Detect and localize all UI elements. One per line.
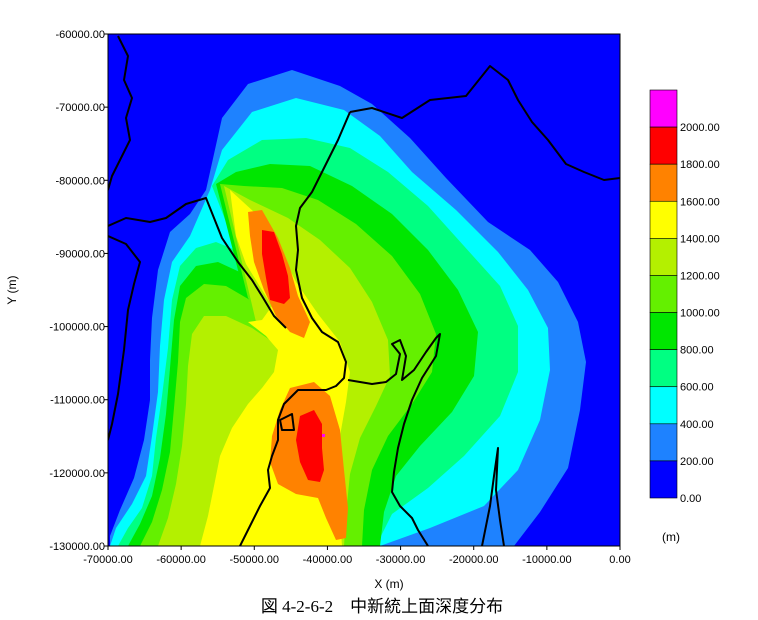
legend-label: 1800.00	[680, 159, 720, 171]
x-tick-label: -70000.00	[83, 554, 133, 566]
y-axis-label: Y (m)	[5, 275, 19, 304]
plot-frame	[107, 33, 621, 547]
boundary-south-peninsula	[481, 447, 505, 546]
y-tick-label: -70000.00	[55, 102, 105, 114]
y-tick-label: -110000.00	[50, 395, 105, 407]
coastline-north-west	[108, 35, 133, 191]
x-axis-label: X (m)	[374, 577, 403, 591]
coastline-peninsula	[108, 197, 287, 329]
figure-caption: 図 4-2-6-2 中新統上面深度分布	[261, 597, 503, 616]
legend-label: 1600.00	[680, 196, 720, 208]
depth-band-1800-2000-south	[296, 410, 324, 482]
legend-swatch	[649, 200, 678, 239]
color-legend: 2000.00 1800.00 1600.00 1400.00 1200.00 1000.…	[649, 89, 720, 505]
legend-label: 600.00	[680, 382, 714, 394]
contour-plot-area	[108, 34, 620, 546]
x-tick-label: -50000.00	[230, 554, 280, 566]
y-tick-label: -100000.00	[49, 322, 105, 334]
legend-swatch	[649, 126, 678, 165]
boundary-small-island	[279, 413, 295, 431]
x-tick-label: 0.00	[609, 554, 630, 566]
x-tick-label: -30000.00	[376, 554, 426, 566]
y-tick-label: -80000.00	[55, 175, 105, 187]
legend-swatch	[649, 275, 678, 313]
x-tick-label: -60000.00	[156, 554, 206, 566]
y-axis: -60000.00 -70000.00 -80000.00 -90000.00 -100…	[49, 29, 108, 553]
boundary-central-spine	[239, 111, 351, 546]
y-tick-label: -130000.00	[49, 541, 105, 553]
legend-swatch	[649, 349, 678, 388]
boundary-north-ridge	[349, 65, 620, 181]
depth-band-2000-plus-spot	[322, 434, 325, 437]
legend-label: 1000.00	[680, 308, 720, 320]
legend-label: 800.00	[680, 345, 714, 357]
legend-swatch	[649, 423, 678, 462]
x-tick-label: -20000.00	[449, 554, 499, 566]
legend-label: 1200.00	[680, 270, 720, 282]
boundary-east-inlet	[347, 333, 441, 546]
legend-label: 200.00	[680, 456, 714, 468]
x-axis: -70000.00 -60000.00 -50000.00 -40000.00 -300…	[83, 546, 631, 566]
coastline-group	[108, 35, 620, 546]
y-tick-label: -120000.00	[49, 468, 105, 480]
legend-swatch	[649, 312, 678, 350]
legend-label: 400.00	[680, 419, 714, 431]
legend-swatch	[649, 460, 678, 499]
x-tick-label: -10000.00	[522, 554, 572, 566]
legend-swatch	[649, 163, 678, 202]
x-tick-label: -40000.00	[303, 554, 353, 566]
legend-label: 1400.00	[680, 233, 720, 245]
depth-band-1800-2000	[262, 230, 290, 304]
legend-swatch	[649, 386, 678, 425]
legend-swatch	[649, 238, 678, 276]
legend-unit: (m)	[662, 530, 680, 544]
legend-swatch	[649, 89, 678, 128]
legend-label: 2000.00	[680, 122, 720, 134]
y-tick-label: -90000.00	[55, 248, 105, 260]
coastline-west	[108, 235, 141, 441]
legend-label: 0.00	[680, 493, 701, 505]
y-tick-label: -60000.00	[55, 29, 105, 41]
